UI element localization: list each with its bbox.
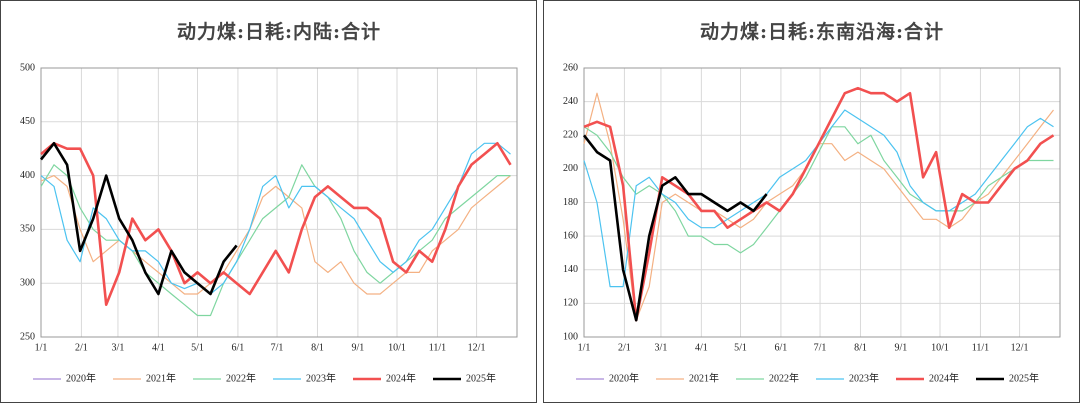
x-tick-label: 9/1 [352, 342, 365, 353]
y-tick-label: 160 [563, 230, 578, 241]
legend-label: 2020年 [66, 371, 96, 384]
x-tick-label: 12/1 [1011, 342, 1029, 353]
x-tick-label: 5/1 [191, 342, 204, 353]
series-line [583, 86, 1055, 322]
x-tick-label: 12/1 [468, 342, 486, 353]
chart-panel: 动力煤:日耗:内陆:合计 250 300 350 400 450 500 1/1 2/1 3/1 4… [0, 0, 537, 403]
y-tick-label: 300 [20, 277, 35, 288]
legend-label: 2023年 [849, 371, 879, 384]
legend-label: 2025年 [1009, 371, 1039, 384]
x-tick-label: 7/1 [814, 342, 827, 353]
chart-title: 动力煤:日耗:东南沿海:合计 [700, 20, 944, 43]
x-tick-label: 7/1 [271, 342, 284, 353]
y-tick-label: 120 [563, 298, 578, 309]
series-line [582, 134, 768, 322]
series-line [40, 142, 511, 295]
x-tick-label: 4/1 [152, 342, 165, 353]
legend-label: 2025年 [466, 371, 496, 384]
series-line [583, 109, 1054, 288]
series-line [40, 142, 512, 306]
x-tick-label: 8/1 [854, 342, 867, 353]
legend-label: 2020年 [609, 371, 639, 384]
legend-label: 2021年 [146, 371, 176, 384]
series-line [39, 142, 238, 296]
y-tick-label: 500 [20, 62, 35, 73]
y-tick-label: 220 [563, 130, 578, 141]
x-tick-label: 6/1 [232, 342, 245, 353]
y-tick-label: 450 [20, 116, 35, 127]
chart: 动力煤:日耗:东南沿海:合计 100 120 140 160 180 200 220 240 26… [563, 20, 1061, 384]
legend-label: 2022年 [769, 371, 799, 384]
x-tick-label: 10/1 [388, 342, 406, 353]
x-tick-label: 1/1 [578, 342, 591, 353]
x-tick-label: 11/1 [972, 342, 989, 353]
x-tick-label: 11/1 [429, 342, 446, 353]
plot-frame [40, 67, 518, 338]
y-tick-label: 140 [563, 264, 578, 275]
y-tick-label: 350 [20, 224, 35, 235]
y-tick-label: 400 [20, 170, 35, 181]
x-tick-label: 3/1 [112, 342, 125, 353]
x-tick-label: 10/1 [931, 342, 949, 353]
legend-label: 2024年 [929, 371, 959, 384]
x-tick-label: 3/1 [655, 342, 668, 353]
legend-label: 2024年 [386, 371, 416, 384]
legend-label: 2021年 [689, 371, 719, 384]
x-tick-label: 1/1 [35, 342, 48, 353]
chart-title: 动力煤:日耗:内陆:合计 [177, 20, 381, 43]
series-line [583, 92, 1054, 321]
x-tick-label: 8/1 [311, 342, 324, 353]
x-tick-label: 9/1 [895, 342, 908, 353]
x-tick-label: 5/1 [734, 342, 747, 353]
y-tick-label: 100 [563, 331, 578, 342]
x-tick-label: 2/1 [75, 342, 88, 353]
y-tick-label: 240 [563, 96, 578, 107]
y-tick-label: 200 [563, 163, 578, 174]
y-tick-label: 260 [563, 62, 578, 73]
y-tick-label: 250 [20, 331, 35, 342]
x-tick-label: 4/1 [695, 342, 708, 353]
legend-label: 2022年 [226, 371, 256, 384]
y-tick-label: 180 [563, 197, 578, 208]
x-tick-label: 2/1 [618, 342, 631, 353]
chart-panel: 动力煤:日耗:东南沿海:合计 100 120 140 160 180 200 220 240 26… [543, 0, 1080, 403]
chart: 动力煤:日耗:内陆:合计 250 300 350 400 450 500 1/1 2/1 3/1 4… [20, 20, 518, 384]
x-tick-label: 6/1 [775, 342, 788, 353]
legend-label: 2023年 [306, 371, 336, 384]
plot-frame [583, 67, 1061, 338]
